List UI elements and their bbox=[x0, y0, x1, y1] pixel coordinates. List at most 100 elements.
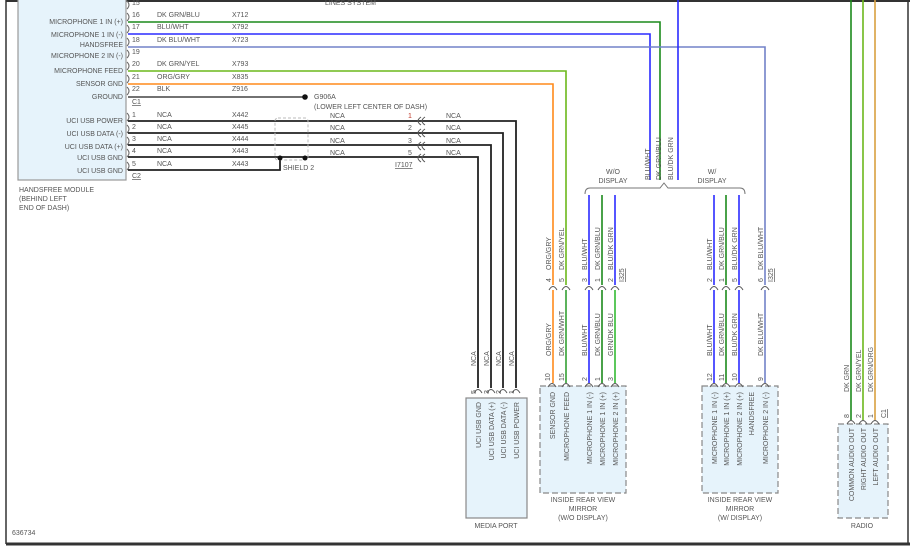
connector-pin-icon bbox=[473, 389, 483, 394]
module-pin-label: MICROPHONE 1 IN (-) bbox=[51, 32, 123, 39]
module-pin-icon bbox=[126, 37, 130, 47]
circuit-id: X442 bbox=[232, 112, 248, 119]
connector-pin-icon bbox=[597, 383, 607, 388]
module-pin-label: HANDSFREE bbox=[80, 42, 124, 49]
pin-number: 21 bbox=[132, 74, 140, 81]
wire-color-label: GRN/DK BLU bbox=[608, 313, 615, 356]
wire-color-label: DK BLU/WHT bbox=[157, 37, 201, 44]
media-port-pin-label: UCI USB POWER bbox=[514, 402, 521, 459]
wire-color-label: DK GRN/ORG bbox=[868, 347, 875, 392]
pin-number: 17 bbox=[132, 24, 140, 31]
pin-number: 1 bbox=[868, 414, 875, 418]
pin-number: 5 bbox=[732, 278, 739, 282]
wire-color-label: DK GRN/BLU bbox=[719, 227, 726, 270]
wire-color-label: NCA bbox=[157, 136, 172, 143]
pin-number: 18 bbox=[132, 37, 140, 44]
trunk-wire-label: BLU/DK GRN bbox=[668, 137, 675, 180]
wire-color-label: NCA bbox=[157, 161, 172, 168]
module-pin-label: UCI USB GND bbox=[77, 168, 123, 175]
module-pin-icon bbox=[126, 124, 130, 134]
wire-color-label: NCA bbox=[496, 351, 503, 366]
i325-id: I325 bbox=[768, 268, 775, 282]
pin-number: 1 bbox=[719, 278, 726, 282]
wire-color-label: NCA bbox=[157, 112, 172, 119]
i325-pin-icon bbox=[734, 286, 744, 291]
wire-color-label: DK BLU/WHT bbox=[758, 226, 765, 270]
circuit-id: X712 bbox=[232, 12, 248, 19]
wire-color-label: BLU/WHT bbox=[582, 324, 589, 356]
wire-color-label: NCA bbox=[157, 148, 172, 155]
mirror_wo-pin-label: MICROPHONE 2 IN (+) bbox=[613, 392, 620, 466]
w-display-label: W/ bbox=[708, 169, 717, 176]
pin-number: 1 bbox=[509, 390, 516, 394]
shield-splice-icon bbox=[277, 155, 283, 161]
wire-usb-3 bbox=[128, 144, 492, 388]
mirror_w-pin-label: MICROPHONE 1 IN (+) bbox=[724, 392, 731, 466]
connector-c2-label: C2 bbox=[132, 173, 141, 180]
ground-id: G906A bbox=[314, 94, 336, 101]
wire-color-label: BLU/WHT bbox=[157, 24, 189, 31]
module-pin-icon bbox=[126, 24, 130, 34]
wire-color-label: ORG/GRY bbox=[157, 74, 190, 81]
radio-pin-label: LEFT AUDIO OUT bbox=[873, 427, 880, 485]
connector-pin-icon bbox=[846, 420, 856, 425]
pin-number: 1 bbox=[595, 377, 602, 381]
wire-color-label: DK GRN/WHT bbox=[559, 310, 566, 356]
radio-pin-label: COMMON AUDIO OUT bbox=[849, 427, 856, 501]
mirror_wo-pin-label: MICROPHONE 1 IN (+) bbox=[600, 392, 607, 466]
wire-color-label: NCA bbox=[330, 125, 345, 132]
wire-color-label: BLU/DK GRN bbox=[732, 313, 739, 356]
pin-number: 5 bbox=[471, 390, 478, 394]
wire-org-gry bbox=[128, 83, 554, 285]
mirror_wo-pin-label: MICROPHONE 1 IN (-) bbox=[587, 392, 594, 464]
wire-color-label: NCA bbox=[157, 124, 172, 131]
circuit-id: Z916 bbox=[232, 86, 248, 93]
wire-blu-wht bbox=[128, 33, 651, 180]
wire-usb-4 bbox=[128, 156, 479, 388]
wire-color-label: NCA bbox=[446, 125, 461, 132]
media-port-box bbox=[465, 397, 528, 519]
pin-number: 15 bbox=[132, 0, 140, 7]
module-pin-label: MICROPHONE FEED bbox=[54, 68, 123, 75]
module-pin-icon bbox=[126, 49, 130, 59]
wire-color-label: DK GRN/YEL bbox=[157, 61, 200, 68]
connector-pin-icon bbox=[547, 383, 557, 388]
wire-color-label: NCA bbox=[330, 138, 345, 145]
mirror_wo-pin-label: MICROPHONE FEED bbox=[564, 392, 571, 461]
pin-number: 3 bbox=[582, 278, 589, 282]
pin-number: 2 bbox=[132, 124, 136, 131]
wire-color-label: NCA bbox=[446, 150, 461, 157]
mirror_w-pin-label: HANDSFREE bbox=[749, 392, 756, 436]
module-pin-label: UCI USB DATA (+) bbox=[65, 144, 123, 151]
wire-color-label: NCA bbox=[446, 138, 461, 145]
wire-color-label: BLU/DK GRN bbox=[732, 227, 739, 270]
module-pin-label: GROUND bbox=[92, 94, 123, 101]
mirror_w-pin-label: MICROPHONE 2 IN (-) bbox=[763, 392, 770, 464]
wire-color-label: NCA bbox=[484, 351, 491, 366]
module-pin-label: UCI USB GND bbox=[77, 155, 123, 162]
connector-pin-icon bbox=[721, 383, 731, 388]
radio-box bbox=[837, 423, 889, 519]
i325-pin-icon bbox=[597, 286, 607, 291]
module-pin-icon bbox=[126, 148, 130, 158]
wire-color-label: NCA bbox=[471, 351, 478, 366]
media-port-pin-label: UCI USB GND bbox=[476, 402, 483, 448]
inline-pin-number: 2 bbox=[408, 125, 412, 132]
i325-pin-icon bbox=[610, 286, 620, 291]
ground-location: (LOWER LEFT CENTER OF DASH) bbox=[314, 104, 427, 111]
wire-color-label: DK GRN/BLU bbox=[595, 313, 602, 356]
pin-number: 22 bbox=[132, 86, 140, 93]
circuit-id: X443 bbox=[232, 148, 248, 155]
radio-pin-label: RIGHT AUDIO OUT bbox=[861, 427, 868, 490]
figure-id: 636734 bbox=[12, 530, 35, 537]
wo-display-label: DISPLAY bbox=[598, 178, 627, 185]
module-name: HANDSFREE MODULE bbox=[19, 187, 94, 194]
connector-pin-icon bbox=[734, 383, 744, 388]
radio-name: RADIO bbox=[851, 523, 874, 530]
i325-pin-icon bbox=[721, 286, 731, 291]
connector-pin-icon bbox=[709, 383, 719, 388]
wire-color-label: NCA bbox=[330, 150, 345, 157]
pin-number: 4 bbox=[132, 148, 136, 155]
wire-dk-blu-wht bbox=[128, 46, 766, 285]
circuit-id: X835 bbox=[232, 74, 248, 81]
